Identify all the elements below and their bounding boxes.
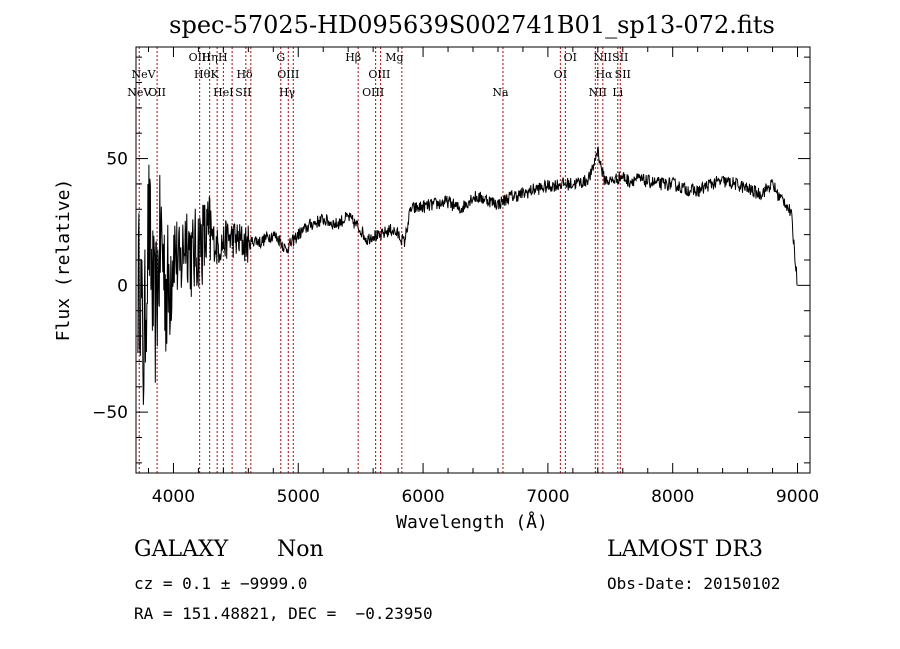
spectral-line-label: OIII	[368, 68, 390, 81]
observation-date: Obs-Date: 20150102	[607, 574, 781, 593]
x-tick-label: 5000	[277, 487, 320, 507]
spectral-line-label: K	[211, 68, 220, 81]
spectral-line-label: Li	[612, 86, 623, 99]
spectral-line-label: Hδ	[236, 68, 253, 81]
spectral-line-label: Hα	[596, 68, 614, 81]
spectral-line-label: Hβ	[345, 51, 361, 64]
x-tick-label: 6000	[401, 487, 444, 507]
spectral-line-label: OIII	[189, 51, 211, 64]
spectral-line-label: G	[276, 51, 285, 64]
survey-name: LAMOST DR3	[607, 537, 763, 562]
chart-title: spec-57025-HD095639S002741B01_sp13-072.f…	[169, 11, 775, 39]
spectral-line-label: H	[218, 51, 228, 64]
plot-frame	[135, 46, 811, 474]
spectral-line-label: OI	[554, 68, 567, 81]
spectrum-line	[137, 146, 798, 405]
spectral-line-label: OIII	[277, 68, 299, 81]
y-tick-labels: −50 0 50	[92, 150, 128, 424]
x-tick-label: 4000	[152, 487, 195, 507]
x-tick-label: 9000	[776, 487, 819, 507]
marker-lines	[138, 47, 621, 473]
y-axis-label: Flux (relative)	[53, 179, 74, 342]
spectral-line-label: OIII	[362, 86, 384, 99]
x-tick-label: 8000	[651, 487, 694, 507]
spectral-line-label: NII	[594, 51, 612, 64]
spectral-line-label: HeI	[213, 86, 233, 99]
x-tick-label: 7000	[526, 487, 569, 507]
x-tick-labels: 4000 5000 6000 7000 8000 9000	[152, 487, 819, 507]
spectral-line-label: OI	[564, 51, 577, 64]
spectral-line-label: Hη	[202, 51, 218, 64]
y-tick-label: −50	[92, 403, 128, 423]
spectral-line-label: Mg	[385, 51, 403, 64]
spectral-line-label: Na	[492, 86, 509, 99]
spectral-line-label: NeV	[131, 68, 156, 81]
spectral-line-label: SII	[615, 68, 631, 81]
object-class: GALAXY	[134, 537, 229, 562]
spectral-line-label: SII	[235, 86, 251, 99]
spectral-line-label: NII	[589, 86, 607, 99]
axis-ticks	[136, 47, 810, 473]
spectral-line-label: NeV	[127, 86, 152, 99]
spectral-line-label: OII	[148, 86, 166, 99]
object-subclass: Non	[277, 537, 324, 562]
spectral-line-label: Hγ	[279, 86, 296, 99]
coordinates: RA = 151.48821, DEC = −0.23950	[134, 604, 433, 623]
redshift-value: cz = 0.1 ± −9999.0	[134, 574, 308, 593]
x-axis-label: Wavelength (Å)	[396, 511, 548, 533]
y-tick-label: 50	[106, 150, 128, 170]
spectral-line-label: Hθ	[194, 68, 211, 81]
y-tick-label: 0	[117, 276, 128, 296]
spectral-line-label: SII	[612, 51, 628, 64]
